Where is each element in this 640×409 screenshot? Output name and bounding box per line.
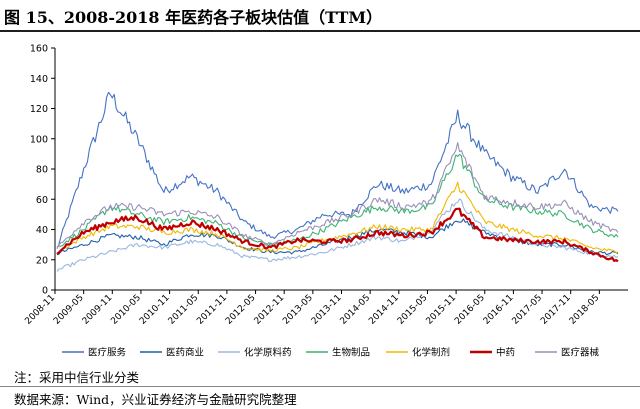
x-tick-label: 2017-11 bbox=[539, 293, 573, 327]
series-line-3 bbox=[56, 153, 619, 248]
y-tick-label: 100 bbox=[30, 134, 48, 145]
y-tick-label: 40 bbox=[36, 225, 48, 236]
series-line-2 bbox=[56, 198, 619, 272]
x-tick-label: 2012-11 bbox=[253, 293, 287, 327]
title-bar: 图 15、2008-2018 年医药各子板块估值（TTM） bbox=[0, 0, 640, 32]
series-line-0 bbox=[56, 91, 619, 249]
x-tick-label: 2008-11 bbox=[23, 293, 57, 327]
legend-label-0: 医疗服务 bbox=[88, 347, 127, 359]
legend-label-2: 化学原料药 bbox=[244, 347, 292, 359]
x-tick-label: 2010-11 bbox=[138, 293, 172, 327]
x-tick-label: 2014-11 bbox=[367, 293, 401, 327]
x-tick-label: 2009-05 bbox=[52, 293, 86, 327]
y-tick-label: 80 bbox=[36, 165, 48, 176]
x-tick-label: 2012-05 bbox=[224, 293, 258, 327]
x-tick-label: 2015-11 bbox=[425, 293, 459, 327]
series-line-4 bbox=[56, 181, 619, 254]
x-tick-label: 2014-05 bbox=[339, 293, 373, 327]
x-tick-label: 2016-05 bbox=[453, 293, 487, 327]
x-tick-label: 2015-05 bbox=[396, 293, 430, 327]
series-line-6 bbox=[56, 142, 619, 249]
x-tick-label: 2013-11 bbox=[310, 293, 344, 327]
x-tick-label: 2016-11 bbox=[482, 293, 516, 327]
footnote: 注：采用中信行业分类 bbox=[14, 370, 140, 385]
x-tick-label: 2017-05 bbox=[511, 293, 545, 327]
legend-label-3: 生物制品 bbox=[332, 347, 370, 359]
legend-label-4: 化学制剂 bbox=[412, 347, 450, 359]
y-tick-label: 120 bbox=[30, 104, 48, 115]
y-tick-label: 60 bbox=[36, 195, 48, 206]
data-source: 数据来源：Wind，兴业证券经济与金融研究院整理 bbox=[14, 392, 297, 407]
y-tick-label: 0 bbox=[42, 286, 48, 297]
legend-label-6: 医疗器械 bbox=[561, 347, 600, 359]
x-tick-label: 2011-05 bbox=[167, 293, 201, 327]
y-tick-label: 160 bbox=[30, 44, 48, 55]
x-tick-label: 2011-11 bbox=[195, 293, 229, 327]
x-tick-label: 2009-11 bbox=[81, 293, 115, 327]
divider bbox=[0, 386, 640, 387]
y-tick-label: 20 bbox=[36, 255, 48, 266]
y-tick-label: 140 bbox=[30, 74, 48, 85]
x-tick-label: 2018-05 bbox=[568, 293, 602, 327]
x-tick-label: 2013-05 bbox=[281, 293, 315, 327]
series-line-5 bbox=[56, 207, 619, 263]
legend-label-5: 中药 bbox=[496, 347, 515, 359]
x-tick-label: 2010-05 bbox=[109, 293, 143, 327]
chart-title: 图 15、2008-2018 年医药各子板块估值（TTM） bbox=[4, 8, 383, 27]
chart-area: 0 20 40 60 80 100 120 140 160 2008-112009-052009-… bbox=[23, 44, 628, 359]
legend-label-1: 医药商业 bbox=[166, 347, 204, 359]
